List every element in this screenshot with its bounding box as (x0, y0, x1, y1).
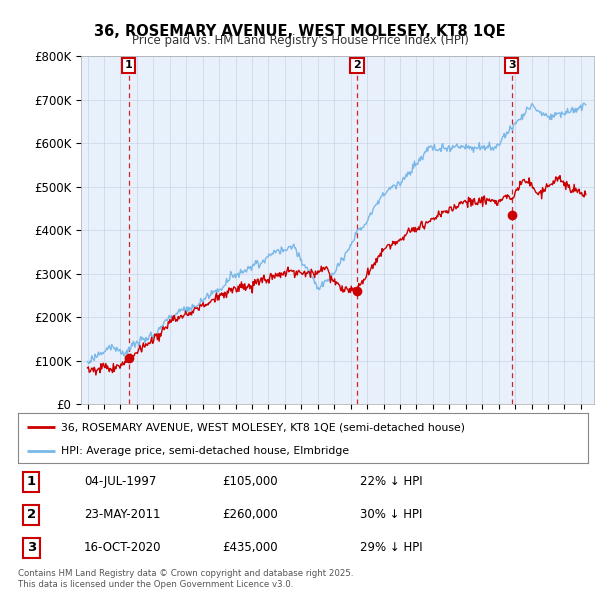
Text: 3: 3 (508, 60, 515, 70)
Text: 2: 2 (26, 508, 36, 522)
Text: 1: 1 (125, 60, 133, 70)
Text: HPI: Average price, semi-detached house, Elmbridge: HPI: Average price, semi-detached house,… (61, 445, 349, 455)
Text: 04-JUL-1997: 04-JUL-1997 (84, 475, 157, 489)
Text: 3: 3 (26, 541, 36, 555)
Text: 1: 1 (26, 475, 36, 489)
Text: 36, ROSEMARY AVENUE, WEST MOLESEY, KT8 1QE (semi-detached house): 36, ROSEMARY AVENUE, WEST MOLESEY, KT8 1… (61, 422, 465, 432)
Text: 23-MAY-2011: 23-MAY-2011 (84, 508, 161, 522)
Text: £105,000: £105,000 (222, 475, 278, 489)
Text: Contains HM Land Registry data © Crown copyright and database right 2025.
This d: Contains HM Land Registry data © Crown c… (18, 569, 353, 589)
Text: 16-OCT-2020: 16-OCT-2020 (84, 541, 161, 555)
Text: £435,000: £435,000 (222, 541, 278, 555)
Text: 22% ↓ HPI: 22% ↓ HPI (360, 475, 422, 489)
Text: 36, ROSEMARY AVENUE, WEST MOLESEY, KT8 1QE: 36, ROSEMARY AVENUE, WEST MOLESEY, KT8 1… (94, 24, 506, 38)
Text: £260,000: £260,000 (222, 508, 278, 522)
Text: 30% ↓ HPI: 30% ↓ HPI (360, 508, 422, 522)
Text: Price paid vs. HM Land Registry's House Price Index (HPI): Price paid vs. HM Land Registry's House … (131, 34, 469, 47)
Text: 2: 2 (353, 60, 361, 70)
Text: 29% ↓ HPI: 29% ↓ HPI (360, 541, 422, 555)
